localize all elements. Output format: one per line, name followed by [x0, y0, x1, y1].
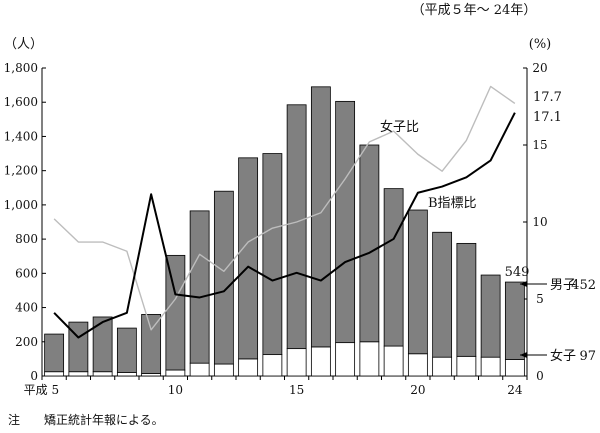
bar-male	[310, 86, 331, 348]
bar-male	[432, 231, 453, 358]
x-tick-label: 平成 5	[24, 383, 59, 397]
bar-female	[432, 356, 453, 377]
bar-male	[116, 327, 137, 373]
female-value: 97	[579, 349, 596, 364]
y-left-tick-label: 1,600	[4, 95, 38, 109]
annotation-ratio-17-7: 17.7	[533, 90, 562, 105]
footnote-text: 矯正統計年報による。	[44, 412, 164, 427]
bar-female	[116, 372, 137, 377]
y-left-tick-label: 1,800	[4, 61, 38, 75]
x-tick-label: 15	[289, 383, 304, 397]
y-left-tick-label: 1,000	[4, 198, 38, 212]
line-bindex-ratio	[53, 112, 516, 339]
y-left-tick-label: 1,400	[4, 129, 38, 143]
bar-male	[165, 254, 186, 371]
y-right-tick-label: 0	[536, 369, 544, 383]
y-left-tick-label: 1,200	[4, 164, 38, 178]
y-left-tick-label: 800	[15, 232, 38, 246]
bar-female	[189, 362, 210, 377]
bar-female	[262, 354, 283, 377]
y-left-unit: （人）	[4, 37, 43, 52]
y-right-tick-label: 5	[536, 292, 544, 306]
bar-female	[44, 371, 65, 377]
bar-female	[92, 371, 113, 377]
bar-male	[141, 313, 162, 374]
bar-male	[92, 316, 113, 373]
label-bindex-ratio: B指標比	[428, 196, 477, 211]
leader-female-arrowhead	[520, 352, 527, 358]
bar-male	[335, 100, 356, 344]
bar-male	[44, 333, 65, 373]
y-left-tick-label: 0	[30, 369, 38, 383]
y-left-tick-label: 400	[15, 301, 38, 315]
y-right-unit: (%)	[529, 37, 552, 52]
bar-female	[213, 363, 234, 377]
female-label: 女子	[550, 348, 576, 364]
bar-male	[383, 188, 404, 347]
x-tick-label: 24	[507, 383, 523, 397]
bar-male	[213, 190, 234, 365]
y-right-tick-label: 15	[532, 138, 547, 152]
bar-female	[359, 341, 380, 377]
line-female-ratio	[53, 85, 516, 331]
bar-male	[504, 281, 525, 360]
bar-female	[407, 353, 428, 377]
y-left-tick-label: 600	[15, 266, 38, 280]
bar-female	[310, 346, 331, 377]
bar-female	[383, 345, 404, 377]
bar-female	[335, 342, 356, 377]
label-female-ratio: 女子比	[380, 119, 419, 135]
x-tick-label: 20	[410, 383, 425, 397]
leader-male-arrowhead	[520, 281, 527, 287]
bar-male	[189, 210, 210, 364]
bar-male	[480, 274, 501, 358]
bar-female	[68, 371, 89, 377]
bar-female	[238, 358, 259, 377]
x-tick-label: 10	[168, 383, 183, 397]
bar-male	[238, 157, 259, 360]
bar-male	[359, 144, 380, 343]
bar-male	[262, 153, 283, 356]
footnote-marker: 注	[8, 412, 20, 427]
annotation-ratio-17-1: 17.1	[533, 110, 562, 125]
bar-female	[504, 359, 525, 377]
bar-female	[286, 348, 307, 377]
y-left-tick-label: 200	[15, 335, 38, 349]
y-right-tick-label: 20	[532, 61, 547, 75]
male-label: 男子	[550, 278, 576, 293]
bar-male	[407, 209, 428, 355]
bar-male	[456, 242, 477, 357]
bar-female	[480, 356, 501, 377]
bar-female	[456, 355, 477, 377]
male-value: 452	[571, 278, 596, 293]
bar-female	[165, 369, 186, 377]
period-note: （平成５年～ 24年）	[412, 3, 537, 18]
bar-male	[286, 104, 307, 350]
y-right-tick-label: 10	[532, 215, 547, 229]
annotation-total-549: 549	[505, 265, 530, 280]
